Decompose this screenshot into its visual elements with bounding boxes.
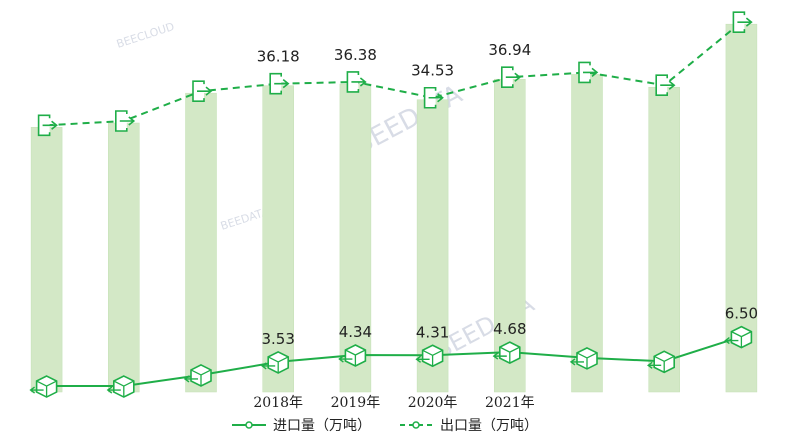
import-value-label: 6.50 [725, 305, 758, 323]
x-tick-label: 2021年 [485, 395, 535, 411]
import-point-marker [569, 347, 598, 370]
import-point-marker [183, 364, 212, 387]
bars-layer [30, 23, 758, 393]
x-tick-label: 2019年 [331, 395, 381, 411]
import-value-label: 4.68 [493, 320, 526, 338]
export-bar [416, 99, 449, 393]
export-bar [494, 78, 526, 393]
legend: 进口量（万吨） 出口量（万吨） [232, 418, 538, 434]
export-bar [571, 74, 603, 393]
export-value-label: 36.94 [488, 41, 531, 59]
export-point-marker [578, 61, 599, 84]
import-point-marker [415, 344, 444, 368]
x-axis-tick-labels: 2018年 2019年 2020年 2021年 [253, 395, 534, 411]
import-point-marker [647, 350, 675, 374]
legend-export-label: 出口量（万吨） [440, 418, 538, 434]
x-tick-label: 2020年 [408, 395, 458, 411]
export-point-marker [501, 66, 522, 89]
export-bar [30, 127, 63, 393]
import-point-marker [29, 375, 58, 398]
export-bar [339, 83, 372, 393]
export-point-marker [192, 80, 213, 102]
legend-import-marker-icon [245, 421, 253, 429]
value-labels-layer: 3.53 4.34 4.31 4.68 6.50 36.18 36.38 34.53 36.94 [257, 41, 758, 348]
x-tick-label: 2018年 [253, 395, 303, 411]
import-point-marker [106, 375, 135, 398]
export-value-label: 36.38 [334, 46, 377, 64]
export-bar [108, 122, 140, 393]
import-value-label: 3.53 [261, 330, 294, 348]
export-point-marker [423, 86, 444, 109]
export-point-marker [269, 72, 290, 95]
lines-layer [29, 11, 753, 398]
import-series-line [46, 335, 742, 388]
import-point-marker [492, 341, 521, 365]
export-value-label: 36.18 [257, 48, 300, 66]
import-point-marker [261, 351, 289, 374]
export-value-label: 34.53 [411, 62, 454, 80]
export-series-line [46, 21, 743, 127]
export-point-marker [37, 114, 58, 137]
import-point-marker [338, 344, 367, 367]
export-point-marker [115, 110, 136, 132]
legend-export-marker-icon [412, 421, 420, 429]
export-point-marker [732, 11, 753, 33]
import-value-label: 4.31 [416, 323, 449, 341]
export-point-marker [655, 74, 676, 97]
legend-import-label: 进口量（万吨） [273, 418, 371, 434]
import-value-label: 4.34 [339, 323, 372, 341]
export-point-marker [346, 71, 367, 93]
watermark-text: BEECLOUD [115, 20, 176, 51]
import-point-marker [724, 325, 753, 349]
export-bar [185, 92, 217, 393]
export-bar [648, 86, 680, 393]
export-bar [262, 85, 294, 393]
